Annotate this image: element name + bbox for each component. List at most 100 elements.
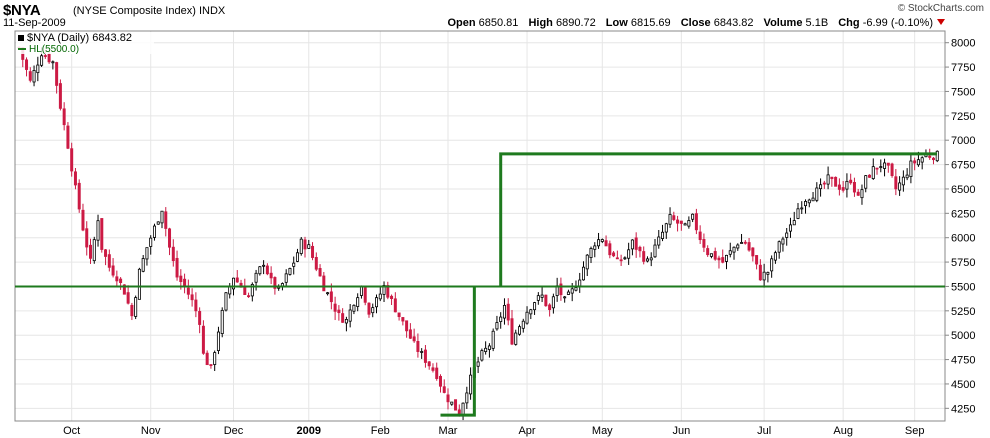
candle — [307, 239, 311, 249]
candle-body — [288, 268, 292, 275]
candle-body — [397, 312, 401, 317]
candle — [269, 266, 273, 285]
candle-body — [104, 249, 108, 257]
x-tick-label: Apr — [518, 425, 535, 437]
candle-body — [698, 231, 702, 241]
candle-body — [423, 349, 427, 363]
candle — [119, 277, 123, 290]
candle-body — [578, 279, 582, 287]
candle — [423, 345, 427, 368]
y-tick-label: 5750 — [951, 257, 975, 269]
candle-body — [679, 220, 683, 224]
candle-body — [724, 254, 728, 262]
candle — [141, 255, 145, 273]
candle-body — [570, 288, 574, 294]
candle-body — [804, 201, 808, 207]
candle-body — [544, 294, 548, 307]
candle-body — [119, 278, 123, 284]
candle — [698, 225, 702, 244]
candle — [303, 236, 307, 258]
candle — [469, 367, 473, 400]
candle — [913, 157, 917, 171]
candle — [205, 350, 209, 366]
x-tick-label: Jun — [672, 425, 690, 437]
candle — [668, 207, 672, 228]
copyright-link[interactable]: © StockCharts.com — [897, 3, 984, 14]
candle-body — [548, 304, 552, 311]
candle — [608, 240, 612, 259]
candle — [589, 246, 593, 264]
candle — [815, 182, 819, 203]
candle-body — [401, 317, 405, 322]
candle — [566, 289, 570, 296]
candle-body — [100, 218, 104, 250]
candle — [879, 159, 883, 173]
candle-body — [815, 187, 819, 201]
candle-body — [303, 239, 307, 250]
candle — [156, 221, 160, 225]
candle — [318, 264, 322, 277]
candle-body — [627, 249, 631, 259]
y-tick-label: 7000 — [951, 135, 975, 147]
candle — [314, 252, 318, 272]
candle — [367, 302, 371, 318]
legend-background — [16, 32, 154, 54]
candle — [66, 122, 70, 150]
candle-body — [164, 211, 168, 229]
candle-body — [676, 219, 680, 224]
candlestick-series — [17, 46, 939, 421]
candle — [642, 246, 646, 265]
candle-body — [909, 160, 913, 177]
candle-body — [228, 286, 232, 295]
candle-body — [864, 175, 868, 189]
candle-body — [732, 246, 736, 253]
candle — [837, 178, 841, 196]
candle — [81, 203, 85, 232]
candle — [563, 296, 567, 303]
candle — [792, 211, 796, 226]
candle-body — [262, 264, 266, 267]
candle — [724, 254, 728, 270]
candle-body — [860, 189, 864, 199]
candle — [73, 167, 77, 190]
candle-body — [566, 291, 570, 295]
candle — [612, 250, 616, 258]
candle-body — [326, 292, 330, 295]
candle — [85, 221, 89, 256]
legend-swatch-series — [18, 35, 24, 41]
candle-body — [645, 258, 649, 262]
candle-body — [743, 241, 747, 244]
candle-body — [311, 245, 315, 258]
candle-body — [879, 166, 883, 168]
candle-body — [668, 214, 672, 225]
x-tick-label: Sep — [905, 425, 925, 437]
candle-body — [819, 184, 823, 190]
candle-body — [216, 331, 220, 352]
candle — [807, 198, 811, 208]
candle — [258, 265, 262, 276]
candle — [623, 256, 627, 260]
candle-body — [491, 330, 495, 349]
candle-body — [81, 209, 85, 231]
candle-body — [758, 264, 762, 281]
candle — [777, 240, 781, 259]
candle-body — [465, 392, 469, 404]
candle — [397, 312, 401, 321]
grid-lines — [15, 31, 945, 421]
candle-body — [495, 322, 499, 330]
candle — [107, 249, 111, 272]
candle — [126, 285, 130, 305]
candle-body — [661, 231, 665, 239]
candle-body — [348, 309, 352, 322]
candle — [615, 250, 619, 260]
candle-body — [476, 361, 480, 367]
y-tick-label: 7250 — [951, 111, 975, 123]
exchange-label: INDX — [198, 5, 226, 17]
candle — [461, 402, 465, 421]
candle-body — [852, 181, 856, 193]
candle — [262, 260, 266, 275]
candle-body — [329, 291, 333, 303]
candle — [378, 287, 382, 302]
candle-body — [770, 258, 774, 272]
